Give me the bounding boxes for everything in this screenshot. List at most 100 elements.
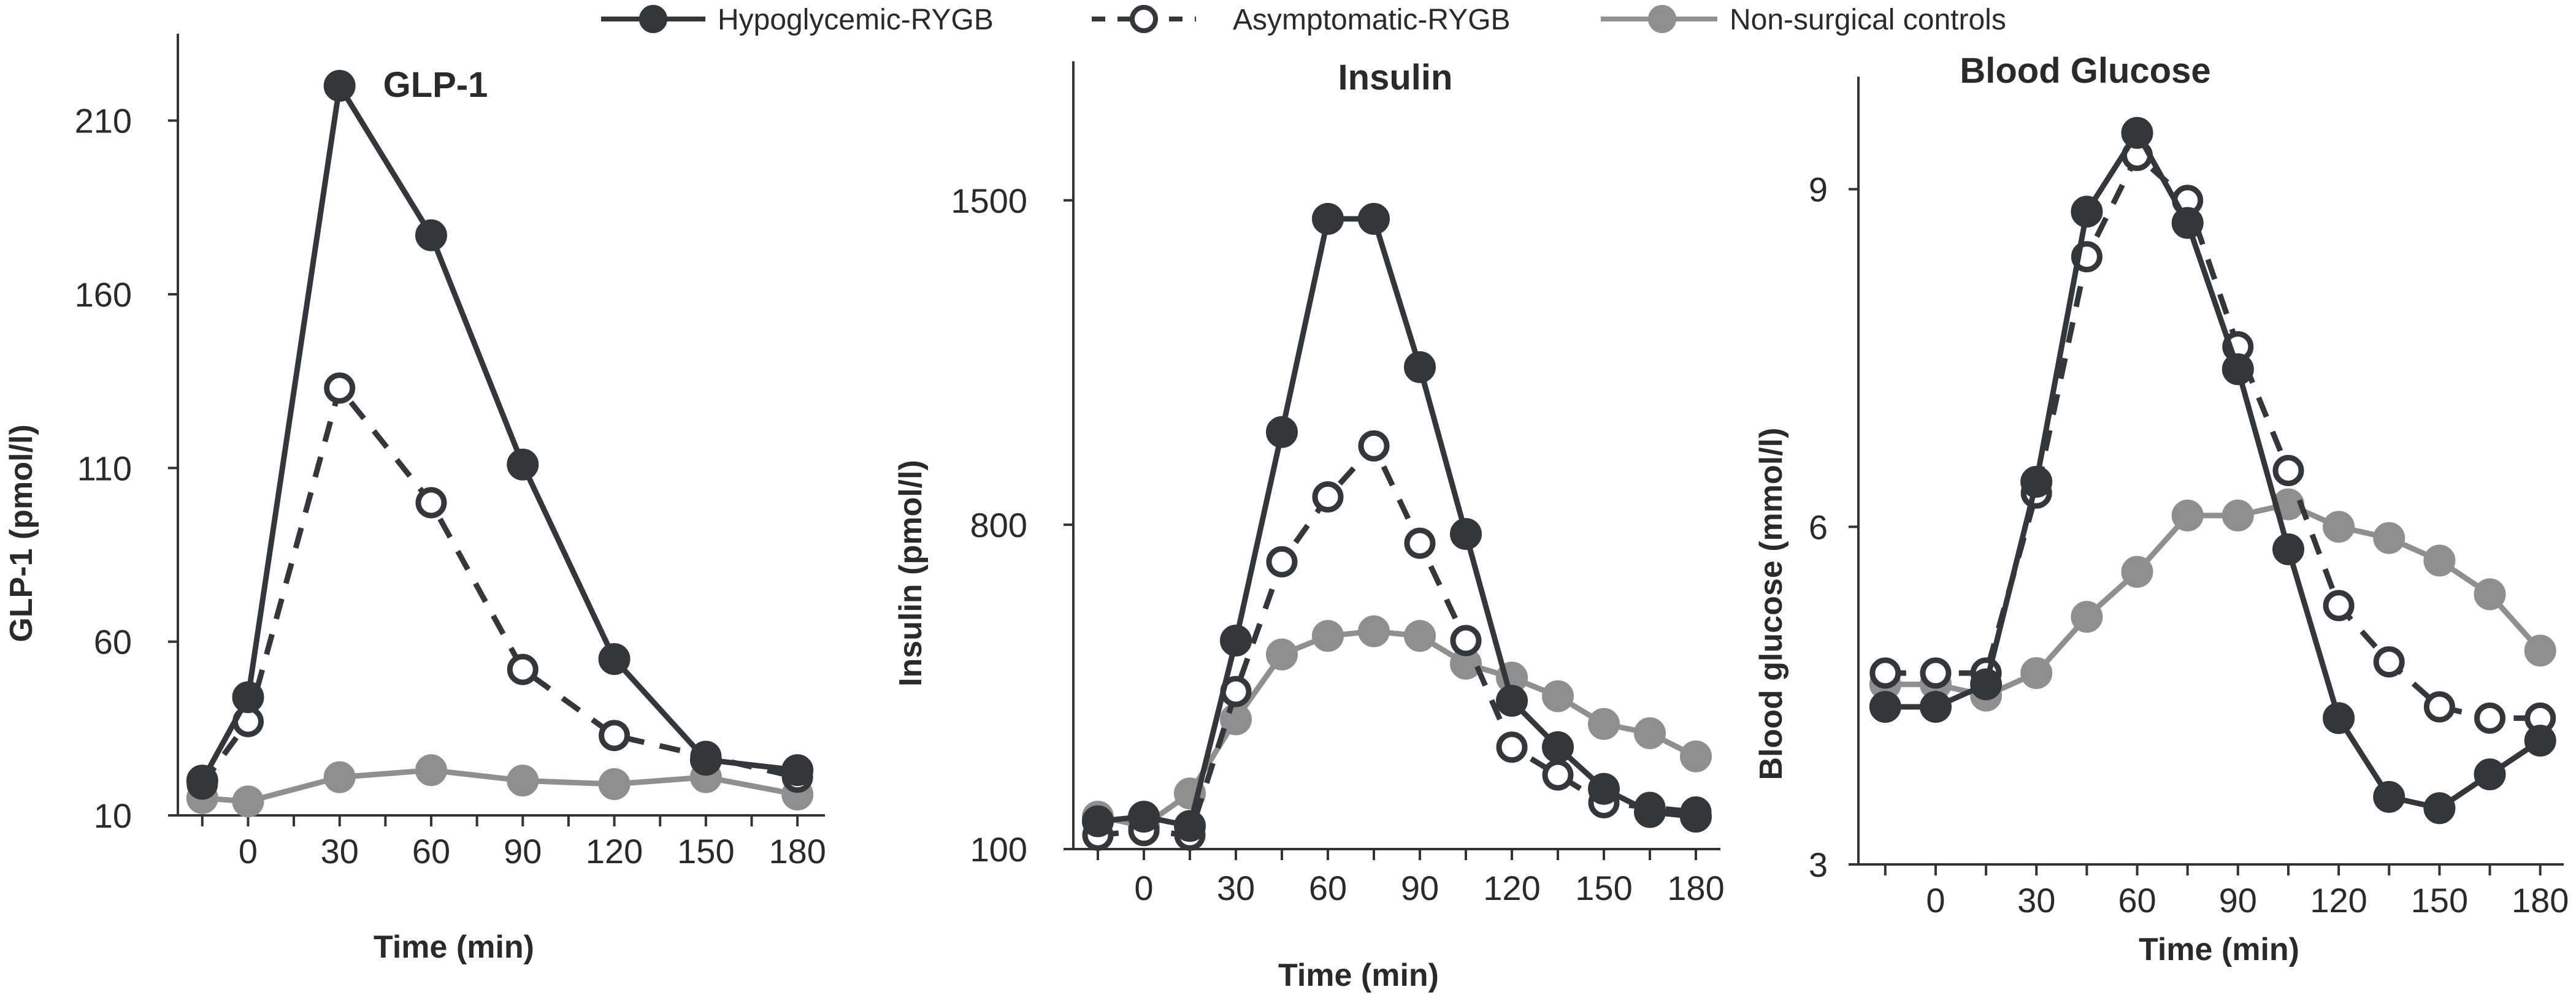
panel-glp1: GLP-1 Time (min) GLP-1 (pmol/l) 10601101… — [4, 34, 826, 965]
y-tick-label-glucose: 3 — [1809, 845, 1828, 884]
data-point-hypoglycemic-insulin — [1312, 203, 1344, 235]
y-axis-title-glucose: Blood glucose (mmol/l) — [1754, 428, 1789, 780]
data-point-hypoglycemic-glucose — [1869, 691, 1901, 723]
data-point-controls-glucose — [2020, 657, 2053, 689]
y-tick-label-insulin: 100 — [970, 830, 1027, 869]
x-tick-label-insulin: 90 — [1401, 869, 1439, 907]
data-point-controls-insulin — [1588, 707, 1620, 740]
data-point-hypoglycemic-glucose — [2474, 758, 2506, 791]
data-point-hypoglycemic-insulin — [1450, 518, 1482, 550]
x-tick-label-glp1: 180 — [769, 832, 826, 871]
y-axis-title-glp1: GLP-1 (pmol/l) — [4, 424, 39, 642]
legend-label-controls: Non-surgical controls — [1730, 4, 2006, 36]
data-point-controls-insulin — [1266, 638, 1298, 671]
plot-area-glp1: 10 60 110 160 210 0 30 60 90 120 150 180 — [75, 34, 826, 871]
data-point-hypoglycemic-glp1 — [689, 744, 722, 776]
data-point-hypoglycemic-insulin — [1082, 805, 1114, 837]
data-point-controls-glucose — [2121, 555, 2153, 588]
data-point-hypoglycemic-insulin — [1496, 685, 1528, 717]
data-point-controls-glucose — [2524, 635, 2556, 667]
data-point-controls-glucose — [2221, 499, 2254, 532]
data-point-hypoglycemic-insulin — [1404, 351, 1436, 383]
legend-marker-controls — [1648, 5, 1676, 33]
y-tick-label-glucose: 9 — [1809, 170, 1828, 209]
data-point-hypoglycemic-glucose — [2071, 196, 2103, 228]
x-tick-label-glp1: 60 — [412, 832, 450, 871]
y-tick-label-insulin: 800 — [970, 506, 1027, 544]
panel-title-insulin: Insulin — [1338, 58, 1453, 97]
data-point-asymptomatic-glp1 — [324, 372, 356, 404]
data-point-controls-insulin — [1634, 717, 1666, 749]
x-tick-label-glucose: 90 — [2219, 881, 2257, 920]
data-point-controls-insulin — [1542, 680, 1574, 712]
data-point-hypoglycemic-insulin — [1634, 796, 1666, 828]
y-tick-label-glp1: 110 — [77, 449, 132, 487]
data-point-asymptomatic-glucose — [2423, 691, 2455, 723]
data-point-asymptomatic-glucose — [2474, 702, 2505, 734]
x-tick-label-glucose: 120 — [2310, 881, 2367, 920]
data-point-asymptomatic-glucose — [2323, 590, 2355, 622]
data-point-hypoglycemic-glp1 — [507, 448, 539, 481]
x-tick-label-insulin: 0 — [1134, 869, 1153, 907]
y-tick-label-glp1: 160 — [75, 275, 132, 314]
data-point-asymptomatic-insulin — [1404, 527, 1436, 559]
data-point-hypoglycemic-glucose — [2221, 353, 2254, 386]
data-point-hypoglycemic-glp1 — [598, 643, 631, 675]
data-point-asymptomatic-glucose — [1869, 657, 1901, 689]
legend-marker-asymptomatic — [1130, 5, 1158, 33]
y-axis-title-insulin: Insulin (pmol/l) — [893, 460, 929, 687]
data-point-asymptomatic-glucose — [2373, 646, 2405, 678]
x-axis-title-glp1: Time (min) — [374, 929, 534, 965]
x-tick-label-insulin: 120 — [1483, 869, 1540, 907]
x-tick-label-glucose: 60 — [2118, 881, 2156, 920]
data-point-hypoglycemic-glucose — [1970, 668, 2003, 701]
data-point-hypoglycemic-insulin — [1542, 731, 1574, 763]
x-tick-label-insulin: 150 — [1575, 869, 1632, 907]
data-point-hypoglycemic-glucose — [2121, 116, 2153, 149]
y-tick-label-glucose: 6 — [1809, 508, 1828, 546]
data-point-hypoglycemic-insulin — [1588, 772, 1620, 805]
legend-item-controls: Non-surgical controls — [1601, 4, 2006, 36]
data-point-hypoglycemic-insulin — [1174, 810, 1206, 842]
legend: Hypoglycemic-RYGB Asymptomatic-RYGB Non-… — [601, 4, 2006, 36]
data-point-controls-glp1 — [323, 761, 356, 793]
data-point-hypoglycemic-glucose — [2373, 780, 2405, 813]
data-point-hypoglycemic-insulin — [1680, 801, 1712, 833]
plot-area-insulin: 100 800 1500 0 30 60 90 120 150 180 — [951, 61, 1725, 907]
data-point-hypoglycemic-glp1 — [323, 70, 356, 102]
x-tick-label-glp1: 0 — [239, 832, 258, 871]
x-tick-label-glucose: 0 — [1926, 881, 1945, 920]
x-tick-label-glucose: 180 — [2512, 881, 2569, 920]
data-point-hypoglycemic-glucose — [2171, 207, 2204, 239]
data-point-controls-insulin — [1358, 615, 1390, 647]
data-point-controls-glp1 — [232, 785, 264, 818]
x-tick-label-glp1: 120 — [586, 832, 643, 871]
data-point-asymptomatic-insulin — [1312, 481, 1344, 513]
legend-item-asymptomatic: Asymptomatic-RYGB — [1092, 4, 1511, 36]
x-tick-label-insulin: 60 — [1309, 869, 1347, 907]
legend-marker-hypoglycemic — [639, 5, 667, 33]
x-axis-title-glucose: Time (min) — [2139, 932, 2299, 967]
legend-label-asymptomatic: Asymptomatic-RYGB — [1233, 4, 1511, 36]
series-line-asymptomatic-glucose — [1885, 153, 2540, 721]
data-point-asymptomatic-insulin — [1358, 430, 1390, 462]
data-point-controls-glucose — [2373, 522, 2405, 554]
panel-title-glucose: Blood Glucose — [1960, 51, 2210, 91]
data-point-controls-glucose — [2423, 544, 2456, 577]
data-point-hypoglycemic-glucose — [2423, 792, 2456, 825]
data-point-asymptomatic-glp1 — [507, 654, 539, 685]
data-point-controls-glucose — [2474, 578, 2506, 611]
data-point-asymptomatic-glp1 — [415, 487, 447, 519]
data-point-hypoglycemic-insulin — [1266, 416, 1298, 448]
panel-glucose: Blood Glucose Time (min) Blood glucose (… — [1754, 51, 2569, 967]
x-tick-label-glucose: 30 — [2017, 881, 2055, 920]
data-point-controls-glucose — [2171, 499, 2204, 532]
data-point-asymptomatic-glp1 — [599, 720, 631, 752]
y-tick-label-insulin: 1500 — [951, 181, 1027, 220]
x-tick-label-glp1: 150 — [677, 832, 734, 871]
x-tick-label-glp1: 30 — [321, 832, 359, 871]
x-tick-label-glucose: 150 — [2411, 881, 2468, 920]
data-point-hypoglycemic-insulin — [1358, 203, 1390, 235]
panel-title-glp1: GLP-1 — [383, 65, 488, 105]
